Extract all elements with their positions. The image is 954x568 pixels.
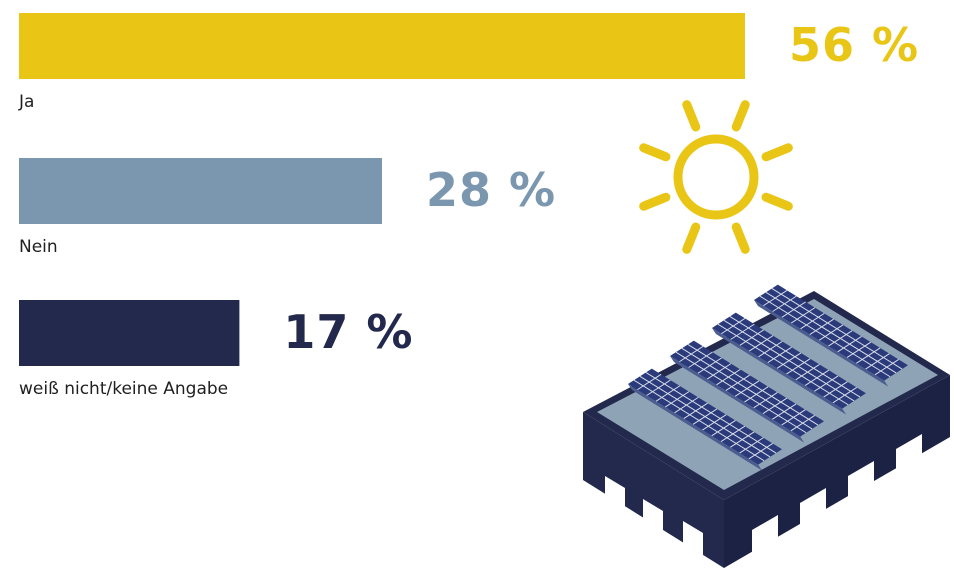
sun-core (673, 134, 759, 220)
wall-gap (752, 515, 778, 568)
bar-weiss-nicht (19, 300, 240, 366)
panel-mount (670, 356, 805, 443)
panel-grid-line (717, 323, 849, 406)
panel-grid-line (687, 344, 819, 426)
bar-ja (19, 13, 745, 79)
panel-grid-line (633, 379, 765, 462)
sun-ray (731, 100, 750, 132)
sun-icon (639, 100, 793, 254)
bars-group: 56 % Ja 28 % Nein 17 % weiß nicht/keine Angab… (18, 13, 919, 399)
panel-grid-line (759, 295, 891, 378)
solar-roof-building-icon (583, 284, 950, 568)
panel-mount (754, 300, 889, 387)
category-label-ja: Ja (18, 92, 34, 112)
wall-gap (683, 521, 703, 568)
sun-ray (761, 192, 793, 211)
sun-ray (731, 222, 750, 254)
category-label-nein: Nein (19, 237, 58, 257)
panel-grid-line (729, 316, 861, 398)
wall-gap (605, 476, 625, 536)
panel-grid-line (681, 347, 813, 430)
sun-ray (761, 143, 793, 162)
value-label-nein: 28 % (426, 163, 556, 217)
sun-ray (682, 222, 701, 254)
sun-ray (639, 143, 671, 162)
panel-grid-line (675, 351, 807, 434)
bar-nein (19, 158, 382, 224)
building-wall-right (724, 375, 950, 568)
wall-gap (848, 461, 874, 531)
value-label-ja: 56 % (789, 18, 919, 72)
panel-grid-line (723, 319, 855, 402)
wall-gap (896, 434, 922, 504)
panel-grid-line (771, 288, 903, 370)
value-label-weiss-nicht: 17 % (283, 305, 413, 359)
wall-gap (643, 499, 663, 559)
panel-grid-line (645, 372, 777, 454)
sun-ray (639, 192, 671, 211)
panel-mount (712, 328, 847, 415)
wall-gap (800, 488, 826, 558)
panel-mount (628, 384, 763, 471)
category-label-weiss-nicht: weiß nicht/keine Angabe (19, 379, 228, 399)
sun-ray (682, 100, 701, 132)
panel-grid-line (765, 291, 897, 374)
panel-grid-line (639, 375, 771, 458)
